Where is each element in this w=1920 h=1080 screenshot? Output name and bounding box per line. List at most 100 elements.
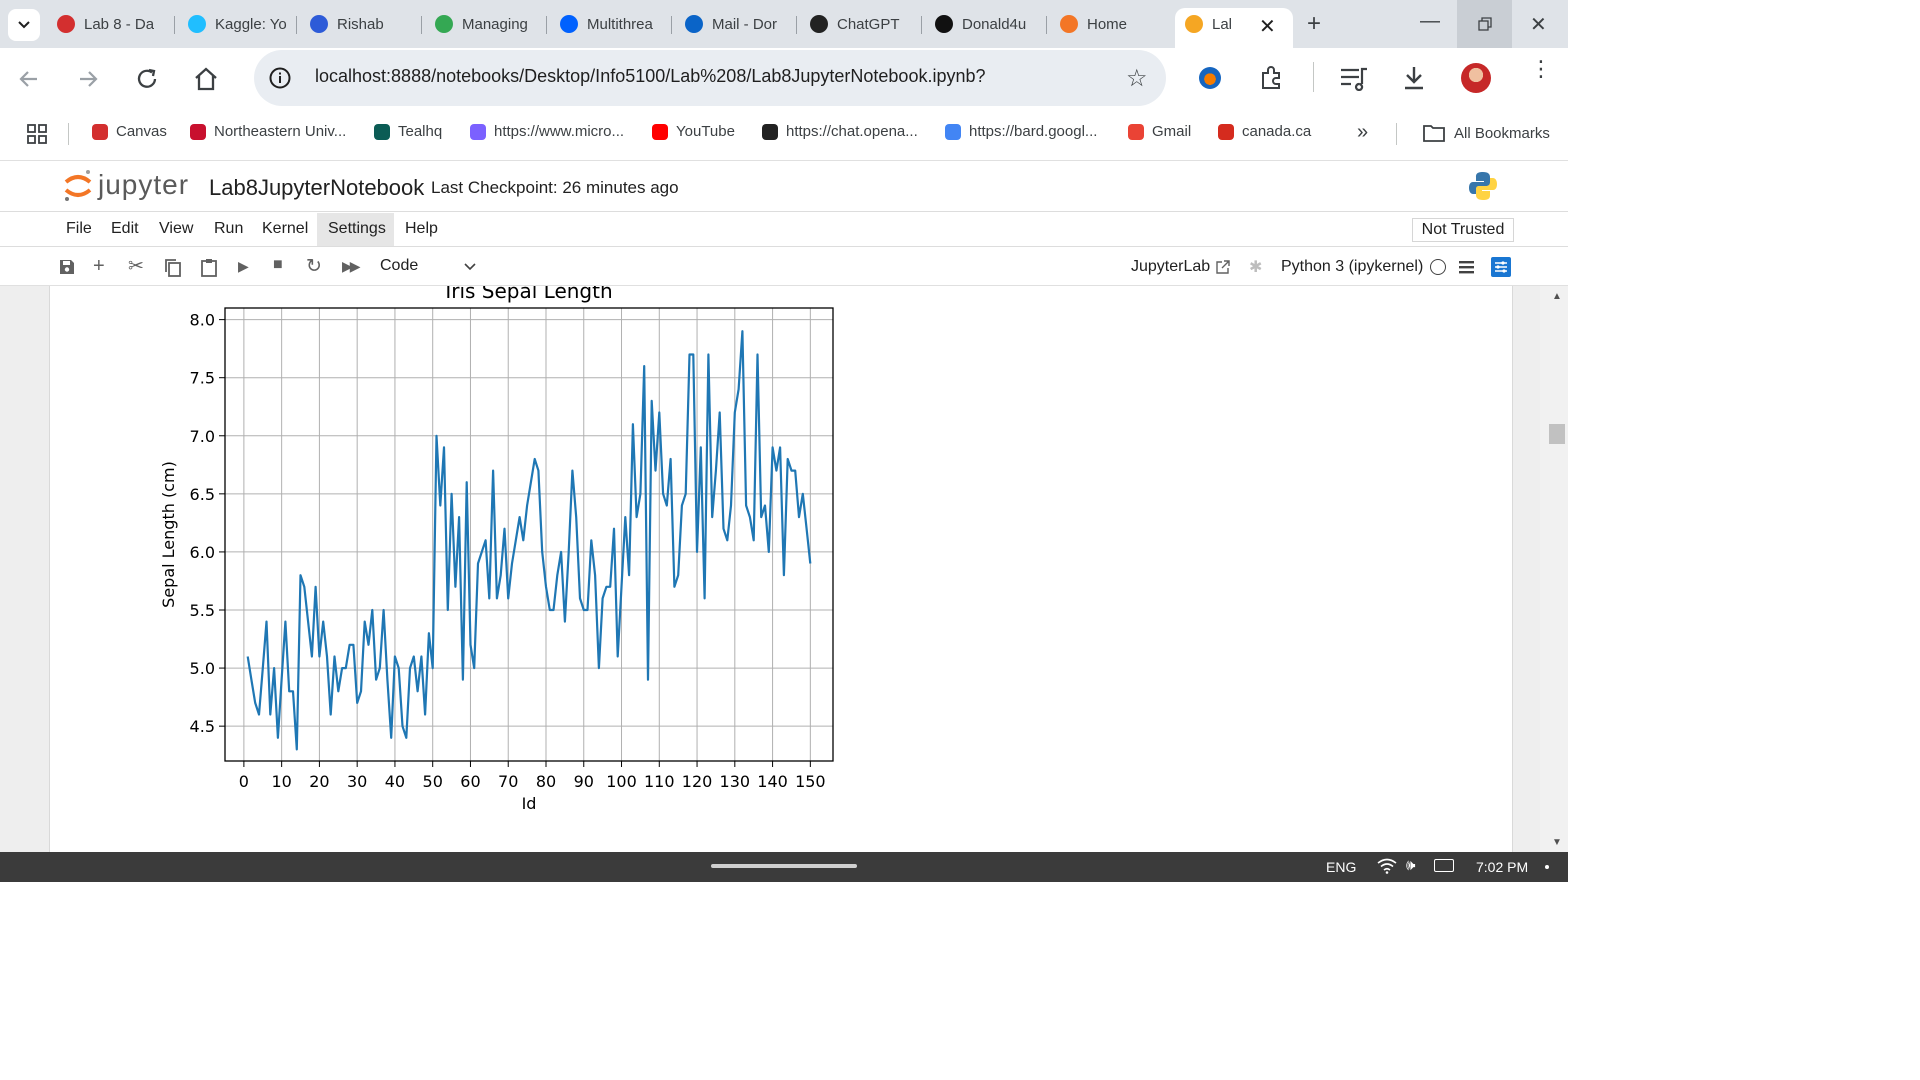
menu-view[interactable]: View [159, 220, 194, 237]
new-tab-button[interactable]: + [1307, 10, 1322, 37]
all-bookmarks-button[interactable]: All Bookmarks [1423, 124, 1550, 142]
notebook-page [49, 286, 1513, 852]
github-icon [935, 15, 953, 33]
close-tab-icon[interactable]: ✕ [1259, 16, 1276, 38]
menu-kernel[interactable]: Kernel [262, 220, 309, 237]
apps-grid-icon[interactable] [27, 124, 47, 144]
tab-7[interactable]: ChatGPT [810, 8, 930, 40]
extension-avatar-icon[interactable] [1199, 67, 1221, 89]
copy-icon[interactable] [164, 258, 182, 278]
jupyter-logo[interactable]: jupyter [62, 166, 189, 204]
bookmark-star-icon[interactable]: ☆ [1126, 65, 1148, 92]
tab-8[interactable]: Donald4u [935, 8, 1065, 40]
menu-file[interactable]: File [66, 220, 92, 237]
site-info-icon[interactable] [268, 66, 292, 90]
address-bar[interactable] [254, 50, 1166, 106]
tab-1[interactable]: Lab 8 - Da [57, 8, 175, 40]
kernel-status-icon [1430, 259, 1446, 275]
forward-icon[interactable] [76, 67, 100, 91]
tab-3[interactable]: Rishab [310, 8, 416, 40]
scroll-down-arrow[interactable]: ▼ [1552, 837, 1562, 848]
notebook-name[interactable]: Lab8JupyterNotebook [209, 175, 425, 200]
bookmark-1[interactable]: Canvas [92, 123, 167, 140]
save-icon[interactable] [58, 258, 76, 276]
toc-icon[interactable] [1459, 260, 1474, 274]
clock[interactable]: 7:02 PM [1476, 859, 1529, 875]
tab-5[interactable]: Multithrea [560, 8, 682, 40]
profile-avatar[interactable] [1461, 63, 1491, 93]
tab-title: Mail - Dor [712, 15, 778, 33]
copilot-icon [470, 123, 486, 140]
input-language[interactable]: ENG [1326, 859, 1357, 875]
bookmark-5[interactable]: YouTube [652, 123, 735, 140]
close-window-button[interactable]: ✕ [1530, 14, 1547, 36]
menu-help[interactable]: Help [405, 220, 438, 237]
volume-icon[interactable]: 🕪 [1406, 857, 1416, 874]
minimize-button[interactable]: — [1420, 10, 1440, 32]
bookmark-4[interactable]: https://www.micro... [470, 123, 624, 140]
menu-settings-highlight [317, 213, 394, 246]
run-icon[interactable]: ▶ [238, 258, 249, 274]
trust-indicator[interactable]: Not Trusted [1412, 218, 1514, 242]
battery-icon[interactable] [1434, 859, 1454, 872]
x-tick-label: 90 [574, 772, 594, 791]
sliders-icon [1495, 261, 1507, 273]
add-cell-icon[interactable]: + [93, 255, 105, 277]
zoom-icon [310, 15, 328, 33]
youtube-icon [652, 123, 668, 140]
cut-icon[interactable]: ✂ [128, 256, 144, 277]
restart-icon[interactable]: ↻ [306, 256, 322, 277]
tab-search-button[interactable] [8, 9, 40, 41]
run-all-icon[interactable]: ▶▶ [342, 258, 360, 274]
back-icon[interactable] [17, 67, 41, 91]
tab-title: Lal [1212, 15, 1233, 33]
folder-icon [1423, 125, 1445, 142]
property-inspector-icon[interactable] [1491, 257, 1511, 277]
bookmarks-overflow-icon[interactable]: » [1357, 121, 1369, 143]
wifi-icon[interactable] [1377, 858, 1397, 874]
tealhq-icon [374, 123, 390, 140]
bookmark-6[interactable]: https://chat.opena... [762, 123, 918, 140]
menu-settings[interactable]: Settings [328, 220, 386, 237]
gesture-bar[interactable] [711, 864, 857, 868]
bookmark-8[interactable]: Gmail [1128, 123, 1191, 140]
bookmark-label: YouTube [676, 123, 735, 140]
bookmark-9[interactable]: canada.ca [1218, 123, 1311, 140]
kernel-name[interactable]: Python 3 (ipykernel) [1281, 258, 1424, 275]
tab-9[interactable]: Home [1060, 8, 1170, 40]
browser-menu-icon[interactable]: ⋮ [1530, 56, 1552, 81]
reload-icon[interactable] [134, 66, 160, 92]
scrollbar[interactable] [1540, 286, 1568, 852]
home-icon[interactable] [192, 65, 220, 93]
bookmark-3[interactable]: Tealhq [374, 123, 442, 140]
extensions-icon[interactable] [1258, 64, 1286, 92]
menu-edit[interactable]: Edit [111, 220, 139, 237]
bookmark-7[interactable]: https://bard.googl... [945, 123, 1097, 140]
bookmark-2[interactable]: Northeastern Univ... [190, 123, 346, 140]
scroll-thumb[interactable] [1549, 424, 1565, 444]
tab-4[interactable]: Managing [435, 8, 560, 40]
tab-2[interactable]: Kaggle: Yo [188, 8, 312, 40]
tab-10[interactable]: Lal [1185, 8, 1255, 40]
reading-list-icon[interactable] [1339, 65, 1369, 91]
bard-icon [945, 123, 961, 140]
x-tick-label: 110 [644, 772, 675, 791]
cell-type-select[interactable]: Code [380, 257, 476, 275]
url-text[interactable]: localhost:8888/notebooks/Desktop/Info510… [315, 66, 986, 86]
restore-button[interactable] [1457, 0, 1512, 48]
paste-icon[interactable] [200, 257, 218, 277]
stop-icon[interactable]: ■ [273, 256, 283, 273]
tab-title: Donald4u [962, 15, 1027, 33]
menu-run[interactable]: Run [214, 220, 244, 237]
jupyterlab-link[interactable]: JupyterLab [1131, 258, 1231, 276]
download-icon[interactable] [1401, 64, 1427, 92]
tab-6[interactable]: Mail - Dor [685, 8, 807, 40]
scroll-up-arrow[interactable]: ▲ [1552, 291, 1562, 302]
notification-dot[interactable] [1545, 865, 1549, 869]
northeastern-icon [190, 123, 206, 140]
plot-frame [224, 307, 834, 762]
toolbar-separator [1313, 62, 1314, 92]
chevron-down-icon [18, 21, 30, 29]
debugger-icon[interactable]: ✱ [1249, 259, 1263, 276]
y-tick-label: 7.5 [190, 369, 215, 388]
